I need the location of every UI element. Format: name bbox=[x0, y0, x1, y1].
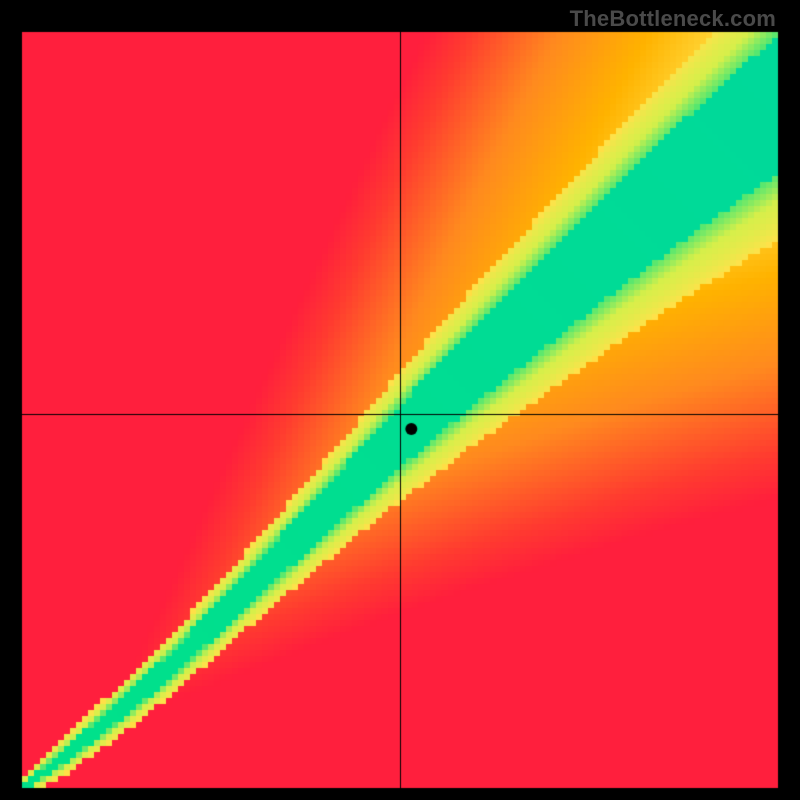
source-watermark: TheBottleneck.com bbox=[570, 6, 776, 32]
bottleneck-heatmap bbox=[0, 0, 800, 800]
